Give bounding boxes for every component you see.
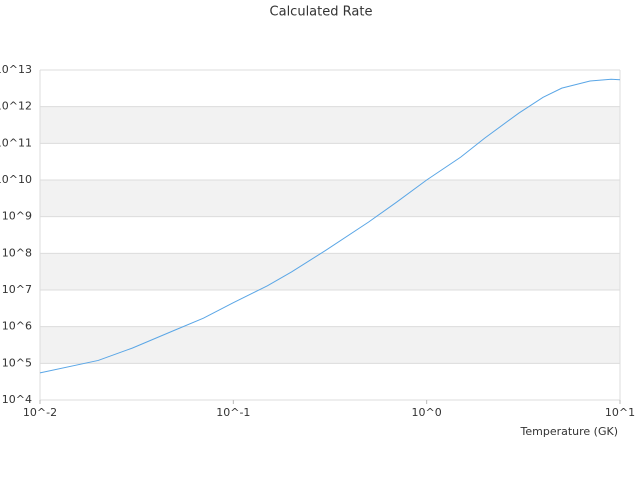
y-tick-label: 10^8	[2, 246, 32, 259]
y-tick-label: 10^5	[2, 356, 32, 369]
grid-bands	[40, 106, 620, 364]
grid-band	[40, 106, 620, 144]
x-tick-label: 10^0	[412, 406, 442, 419]
x-tick-label: 10^1	[605, 406, 635, 419]
y-tick-label: 10^10	[0, 173, 32, 186]
y-tick-label: 10^7	[2, 283, 32, 296]
data-line	[39, 78, 621, 374]
y-tick-label: 10^6	[2, 320, 32, 333]
y-tick-label: 10^9	[2, 210, 32, 223]
x-tick-label: 10^-1	[216, 406, 250, 419]
y-tick-label: 10^13	[0, 63, 32, 76]
grid-band	[40, 326, 620, 364]
y-tick-label: 10^11	[0, 136, 32, 149]
grid-band	[40, 180, 620, 217]
grid-band	[40, 253, 620, 290]
y-tick-label: 10^4	[2, 393, 32, 406]
x-tick-label: 10^-2	[23, 406, 57, 419]
x-axis-label: Temperature (GK)	[520, 425, 619, 438]
y-tick-label: 10^12	[0, 100, 32, 113]
chart-title: Calculated Rate	[270, 5, 373, 20]
